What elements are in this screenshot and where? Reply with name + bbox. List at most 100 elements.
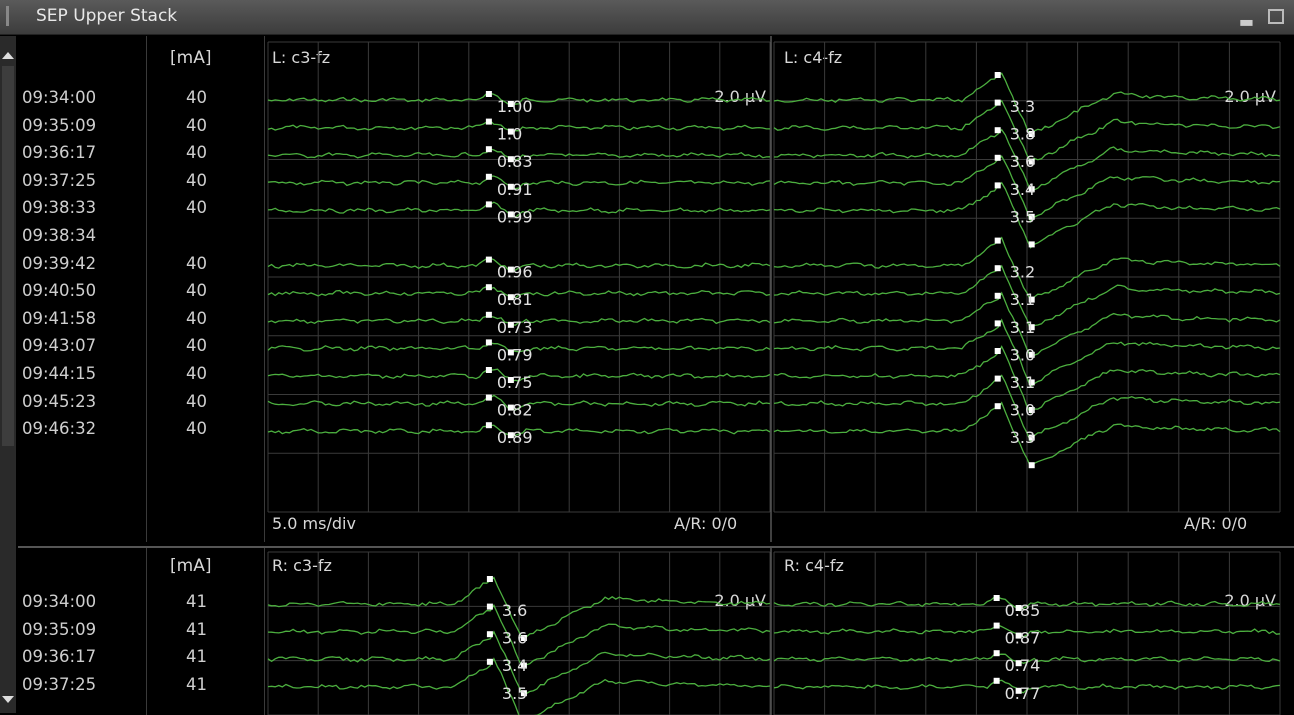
peak-marker — [507, 156, 514, 163]
waveform-trace — [773, 596, 1281, 612]
row-time: 09:38:33 — [22, 198, 97, 218]
scroll-up-icon[interactable] — [2, 52, 14, 59]
peak-marker — [1015, 632, 1022, 639]
latency-marker — [485, 311, 492, 318]
waveform-trace — [267, 603, 771, 669]
latency-marker — [993, 595, 1000, 601]
waveform-plots-lower[interactable]: 2.0 µV 3.6 3.6 3.4 3.5 2.0 µV 0.85 0.87 0.74 0.77 — [18, 548, 1294, 715]
waveform-trace — [773, 401, 1281, 469]
peak-marker — [1015, 660, 1022, 667]
waveform-trace — [267, 576, 771, 641]
artifact-reject-left: A/R: 0/0 — [674, 514, 738, 533]
latency-marker — [994, 127, 1001, 134]
row-time: 09:38:34 — [22, 226, 97, 245]
row-time: 09:37:25 — [22, 170, 97, 190]
amplitude-value: 0.75 — [497, 373, 533, 392]
waveform-trace — [773, 236, 1281, 302]
peak-marker — [1028, 351, 1035, 358]
latency-marker — [994, 99, 1001, 106]
amplitude-value: 0.89 — [497, 428, 533, 447]
waveform-trace — [773, 374, 1281, 444]
latency-marker — [485, 256, 492, 263]
amplitude-value: 3.0 — [1010, 345, 1035, 364]
unit-header-lower: [mA] — [170, 556, 212, 576]
latency-marker — [485, 146, 492, 153]
minimize-icon[interactable]: ▬ — [1238, 12, 1254, 31]
latency-marker — [485, 201, 492, 208]
maximize-icon[interactable] — [1268, 9, 1284, 24]
plot-label-lower-right: R: c4-fz — [784, 556, 844, 575]
amplitude-value: 0.81 — [497, 290, 533, 309]
amplitude-value: 3.6 — [502, 601, 527, 620]
waveform-plots[interactable]: 2.0 µV 1.00 1.0 0.83 0.91 0.99 0.96 0.81 0.73 0.7… — [18, 36, 1294, 542]
plot-label-left: L: c3-fz — [272, 48, 331, 67]
waveform-trace — [267, 424, 771, 438]
row-ma: 40 — [186, 115, 207, 135]
latency-marker — [486, 576, 493, 582]
latency-marker — [994, 375, 1001, 382]
peak-marker — [507, 377, 514, 383]
amplitude-value: 3.5 — [1010, 207, 1035, 226]
latency-marker — [994, 292, 1001, 299]
latency-marker — [994, 265, 1001, 272]
amplitude-value: 0.73 — [497, 318, 533, 337]
latency-marker — [485, 367, 492, 373]
waveform-trace — [267, 285, 771, 299]
row-ma: 40 — [186, 364, 207, 383]
amplitude-value: 0.85 — [1005, 601, 1041, 620]
latency-marker — [486, 658, 493, 665]
scroll-down-icon[interactable] — [2, 696, 14, 703]
waveform-trace — [773, 653, 1281, 664]
amplitude-value: 3.5 — [502, 684, 527, 703]
latency-marker — [485, 91, 492, 97]
amplitude-value: 1.00 — [497, 97, 533, 116]
waveform-trace — [267, 657, 771, 715]
scroll-thumb[interactable] — [2, 66, 14, 446]
row-time: 09:39:42 — [22, 253, 97, 273]
plot-scale-label: 2.0 µV — [714, 87, 766, 106]
amplitude-value: 3.8 — [1010, 125, 1035, 144]
plot-scale-label: 2.0 µV — [714, 591, 766, 610]
amplitude-value: 3.1 — [1010, 318, 1035, 337]
waveform-trace — [773, 99, 1281, 163]
peak-marker — [1028, 462, 1035, 469]
peak-marker — [1028, 241, 1035, 248]
waveform-trace — [267, 315, 771, 326]
amplitude-value: 3.1 — [1010, 373, 1035, 392]
latency-marker — [994, 237, 1001, 244]
waveform-trace — [773, 181, 1281, 249]
row-ma: 40 — [186, 253, 207, 273]
row-ma: 41 — [186, 592, 207, 611]
waveform-trace — [267, 175, 771, 190]
peak-marker — [1028, 324, 1035, 331]
amplitude-value: 3.6 — [1010, 152, 1035, 171]
peak-marker — [1028, 296, 1035, 303]
peak-marker — [1028, 131, 1035, 137]
row-time: 09:41:58 — [22, 308, 97, 328]
latency-marker — [486, 603, 493, 610]
row-ma: 40 — [186, 308, 207, 328]
plot-label-lower-left: R: c3-fz — [272, 556, 332, 575]
amplitude-value: 0.77 — [1005, 684, 1041, 703]
peak-marker — [507, 128, 514, 135]
peak-marker — [507, 432, 514, 439]
row-time: 09:40:50 — [22, 281, 97, 301]
row-ma: 40 — [186, 170, 207, 190]
peak-marker — [520, 662, 527, 669]
peak-marker — [507, 294, 514, 301]
row-ma: 40 — [186, 88, 207, 107]
row-time: 09:35:09 — [22, 619, 97, 639]
peak-marker — [507, 404, 514, 411]
latency-marker — [994, 403, 1001, 410]
row-time: 09:37:25 — [22, 674, 97, 694]
waveform-trace — [267, 630, 771, 696]
vertical-scrollbar[interactable] — [0, 36, 16, 713]
peak-marker — [1028, 186, 1035, 193]
peak-marker — [507, 321, 514, 328]
row-ma: 41 — [186, 647, 207, 667]
latency-marker — [485, 284, 492, 291]
latency-marker — [485, 422, 492, 429]
peak-marker — [507, 183, 514, 190]
row-time: 09:44:15 — [22, 364, 97, 383]
latency-marker — [485, 394, 492, 401]
